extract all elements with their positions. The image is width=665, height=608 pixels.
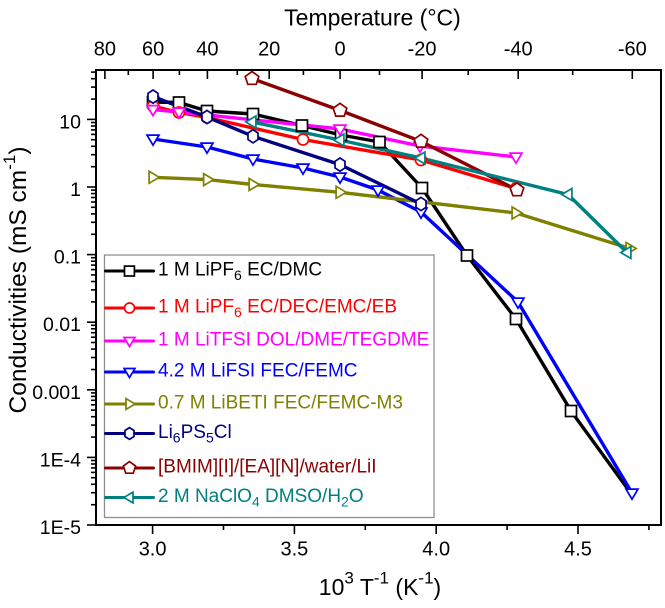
svg-text:4.0: 4.0 [422,539,450,561]
svg-text:[BMIM][I]/[EA][N]/water/LiI: [BMIM][I]/[EA][N]/water/LiI [158,457,377,478]
svg-text:3.0: 3.0 [139,539,167,561]
svg-text:4.5: 4.5 [564,539,592,561]
svg-text:1: 1 [70,179,81,201]
svg-text:0.7 M LiBETI FEC/FEMC-M3: 0.7 M LiBETI FEC/FEMC-M3 [158,393,403,414]
svg-text:Li6PS5Cl: Li6PS5Cl [158,422,232,446]
svg-text:Temperature (°C): Temperature (°C) [284,5,461,31]
svg-text:80: 80 [94,39,116,61]
svg-text:20: 20 [258,39,280,61]
svg-text:Conductivities (mS cm-1): Conductivities (mS cm-1) [0,147,32,414]
svg-text:1E-4: 1E-4 [40,449,81,471]
svg-text:-40: -40 [504,39,533,61]
svg-text:10: 10 [59,111,81,133]
svg-text:0.1: 0.1 [54,247,81,269]
svg-text:1 M LiPF6 EC/DMC: 1 M LiPF6 EC/DMC [158,260,322,284]
svg-text:1 M LiPF6 EC/DEC/EMC/EB: 1 M LiPF6 EC/DEC/EMC/EB [158,297,397,321]
svg-text:-60: -60 [618,39,647,61]
svg-text:60: 60 [142,39,164,61]
svg-text:0: 0 [335,39,346,61]
svg-text:0.01: 0.01 [43,314,81,336]
svg-text:4.2 M LiFSI FEC/FEMC: 4.2 M LiFSI FEC/FEMC [158,361,358,382]
svg-text:2 M NaClO4 DMSO/H2O: 2 M NaClO4 DMSO/H2O [158,486,364,510]
svg-text:0.001: 0.001 [32,382,81,404]
svg-text:-20: -20 [408,39,437,61]
svg-text:1E-5: 1E-5 [40,517,81,539]
svg-text:1 M LiTFSI DOL/DME/TEGDME: 1 M LiTFSI DOL/DME/TEGDME [158,330,429,351]
svg-text:40: 40 [196,39,218,61]
svg-text:3.5: 3.5 [280,539,308,561]
